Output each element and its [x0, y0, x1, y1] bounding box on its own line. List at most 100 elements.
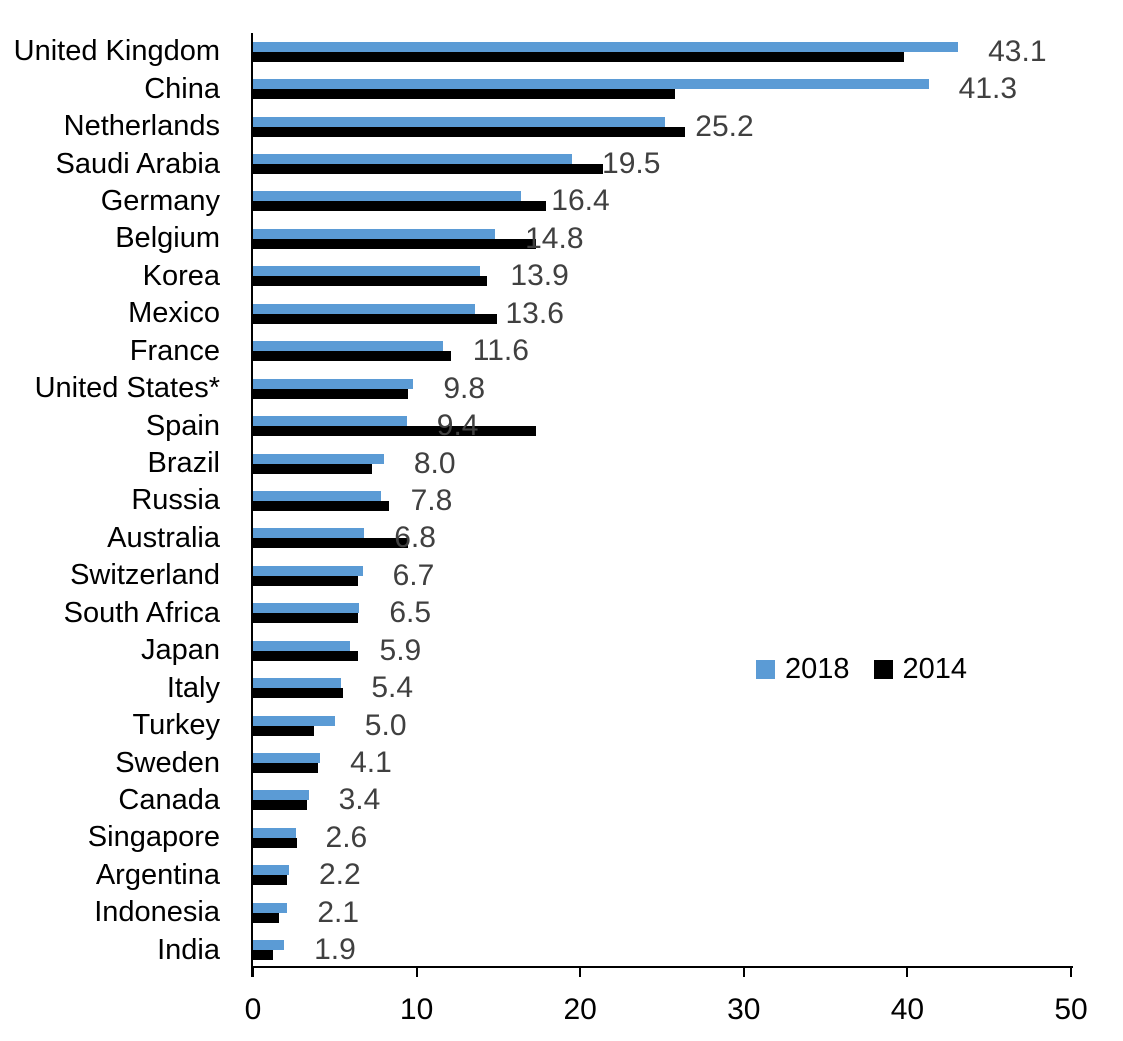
- category-label: Australia: [107, 521, 220, 554]
- legend-swatch-2014: [873, 659, 893, 679]
- bar-pair: [253, 528, 409, 549]
- bar-2014: [253, 875, 288, 886]
- category-label: Sweden: [115, 746, 220, 779]
- bar-2018: [253, 228, 496, 239]
- bar-group: Brazil 8.0: [0, 445, 1123, 482]
- bar-2018: [253, 490, 381, 501]
- bar-2018: [253, 678, 342, 689]
- x-axis-tick: [415, 966, 418, 977]
- x-axis-tick: [252, 966, 254, 977]
- bar-pair: [253, 640, 358, 661]
- bar-2014: [253, 238, 537, 249]
- bar-group: China 41.3: [0, 70, 1123, 107]
- data-label: 2.2: [318, 858, 361, 892]
- data-label: 9.8: [443, 371, 486, 405]
- category-label: Korea: [142, 259, 220, 292]
- bar-pair: [253, 827, 298, 848]
- bar-2018: [253, 753, 321, 764]
- bar-group: Saudi Arabia 19.5: [0, 145, 1123, 182]
- bar-group: Belgium 14.8: [0, 220, 1123, 257]
- bar-2018: [253, 715, 335, 726]
- bar-2018: [253, 565, 363, 576]
- data-label: 16.4: [551, 184, 610, 218]
- bar-2014: [253, 763, 319, 774]
- bar-pair: [253, 453, 384, 474]
- bar-pair: [253, 228, 537, 249]
- bar-group: Singapore 2.6: [0, 819, 1123, 856]
- bar-2018: [253, 827, 296, 838]
- category-label: Germany: [100, 184, 220, 217]
- data-label: 4.1: [350, 746, 392, 780]
- bar-2018: [253, 453, 384, 464]
- legend: 2018 2014: [756, 653, 967, 685]
- bar-group: Argentina 2.2: [0, 857, 1123, 894]
- bar-pair: [253, 940, 285, 961]
- bar-pair: [253, 341, 451, 362]
- category-label: Belgium: [115, 222, 220, 255]
- bar-2014: [253, 500, 389, 511]
- data-label: 41.3: [958, 72, 1018, 106]
- legend-swatch-2018: [756, 659, 775, 679]
- data-label: 5.0: [364, 708, 407, 742]
- bar-2014: [253, 426, 537, 437]
- bar-2018: [253, 378, 414, 389]
- category-label: Japan: [140, 634, 220, 667]
- bar-2018: [253, 79, 929, 90]
- bar-group: India 1.9: [0, 932, 1123, 969]
- bar-2014: [253, 800, 307, 811]
- bar-pair: [253, 154, 604, 175]
- bar-2014: [253, 388, 409, 399]
- bar-pair: [253, 715, 335, 736]
- bar-2014: [253, 837, 298, 848]
- bar-2018: [253, 154, 573, 165]
- data-label: 43.1: [988, 34, 1047, 68]
- x-axis-tick-label: 20: [563, 993, 597, 1026]
- data-label: 2.6: [325, 820, 368, 854]
- category-label: Saudi Arabia: [55, 147, 220, 180]
- bar-pair: [253, 378, 414, 399]
- category-label: Switzerland: [70, 559, 220, 592]
- data-label: 7.8: [410, 483, 453, 517]
- bar-2014: [253, 276, 487, 287]
- bar-2014: [253, 201, 546, 212]
- bar-group: Spain 9.4: [0, 407, 1123, 444]
- data-label: 1.9: [314, 933, 356, 967]
- category-label: Indonesia: [94, 896, 220, 929]
- data-label: 5.9: [379, 633, 422, 667]
- category-label: South Africa: [63, 596, 220, 629]
- bar-2014: [253, 650, 358, 661]
- bar-2014: [253, 463, 373, 474]
- bar-pair: [253, 79, 929, 100]
- bar-2014: [253, 725, 314, 736]
- bar-pair: [253, 266, 487, 287]
- bar-2018: [253, 416, 407, 427]
- bar-group: South Africa 6.5: [0, 595, 1123, 632]
- bar-group: United Kingdom 43.1: [0, 33, 1123, 70]
- bar-2018: [253, 902, 288, 913]
- bar-pair: [253, 753, 321, 774]
- bar-2018: [253, 116, 666, 127]
- bar-2018: [253, 266, 481, 277]
- bar-2018: [253, 640, 350, 651]
- bar-2014: [253, 126, 685, 137]
- x-axis-tick-label: 0: [244, 993, 262, 1026]
- category-label: Singapore: [87, 821, 220, 854]
- category-label: Turkey: [132, 709, 220, 742]
- bar-group: Korea 13.9: [0, 258, 1123, 295]
- data-label: 6.8: [394, 521, 436, 555]
- bar-2018: [253, 41, 959, 52]
- bar-2018: [253, 865, 289, 876]
- category-label: United States*: [34, 372, 220, 405]
- data-label: 13.9: [510, 259, 569, 293]
- bar-2014: [253, 51, 905, 62]
- bar-2018: [253, 341, 443, 352]
- data-label: 5.4: [371, 671, 414, 705]
- category-label: India: [157, 933, 220, 966]
- legend-label-2018: 2018: [785, 652, 850, 685]
- bar-group: United States* 9.8: [0, 370, 1123, 407]
- data-label: 6.5: [389, 596, 432, 630]
- x-axis-tick-label: 10: [399, 993, 434, 1026]
- bar-pair: [253, 41, 959, 62]
- bar-group: Switzerland 6.7: [0, 557, 1123, 594]
- bar-2014: [253, 313, 497, 324]
